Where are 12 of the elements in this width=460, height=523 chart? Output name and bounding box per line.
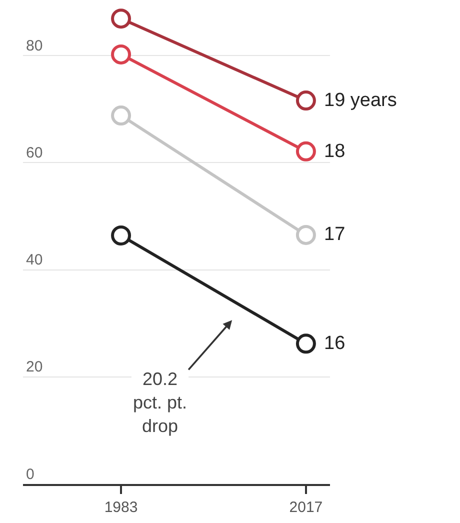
series-label: 18 <box>324 141 346 162</box>
x-tick-label: 1983 <box>104 499 138 516</box>
y-tick-label: 60 <box>26 144 43 162</box>
series-label: 19 years <box>324 90 397 111</box>
y-tick-label: 20 <box>26 358 43 376</box>
y-tick-label: 0 <box>26 466 34 483</box>
x-tick-label: 2017 <box>289 499 323 516</box>
y-tick-label: 80 <box>26 37 43 54</box>
y-tick-label: 40 <box>26 252 43 269</box>
annotation: 20.2 pct. pt. drop <box>133 369 188 436</box>
series-label: 17 <box>324 224 346 245</box>
series-label: 16 <box>324 333 346 354</box>
